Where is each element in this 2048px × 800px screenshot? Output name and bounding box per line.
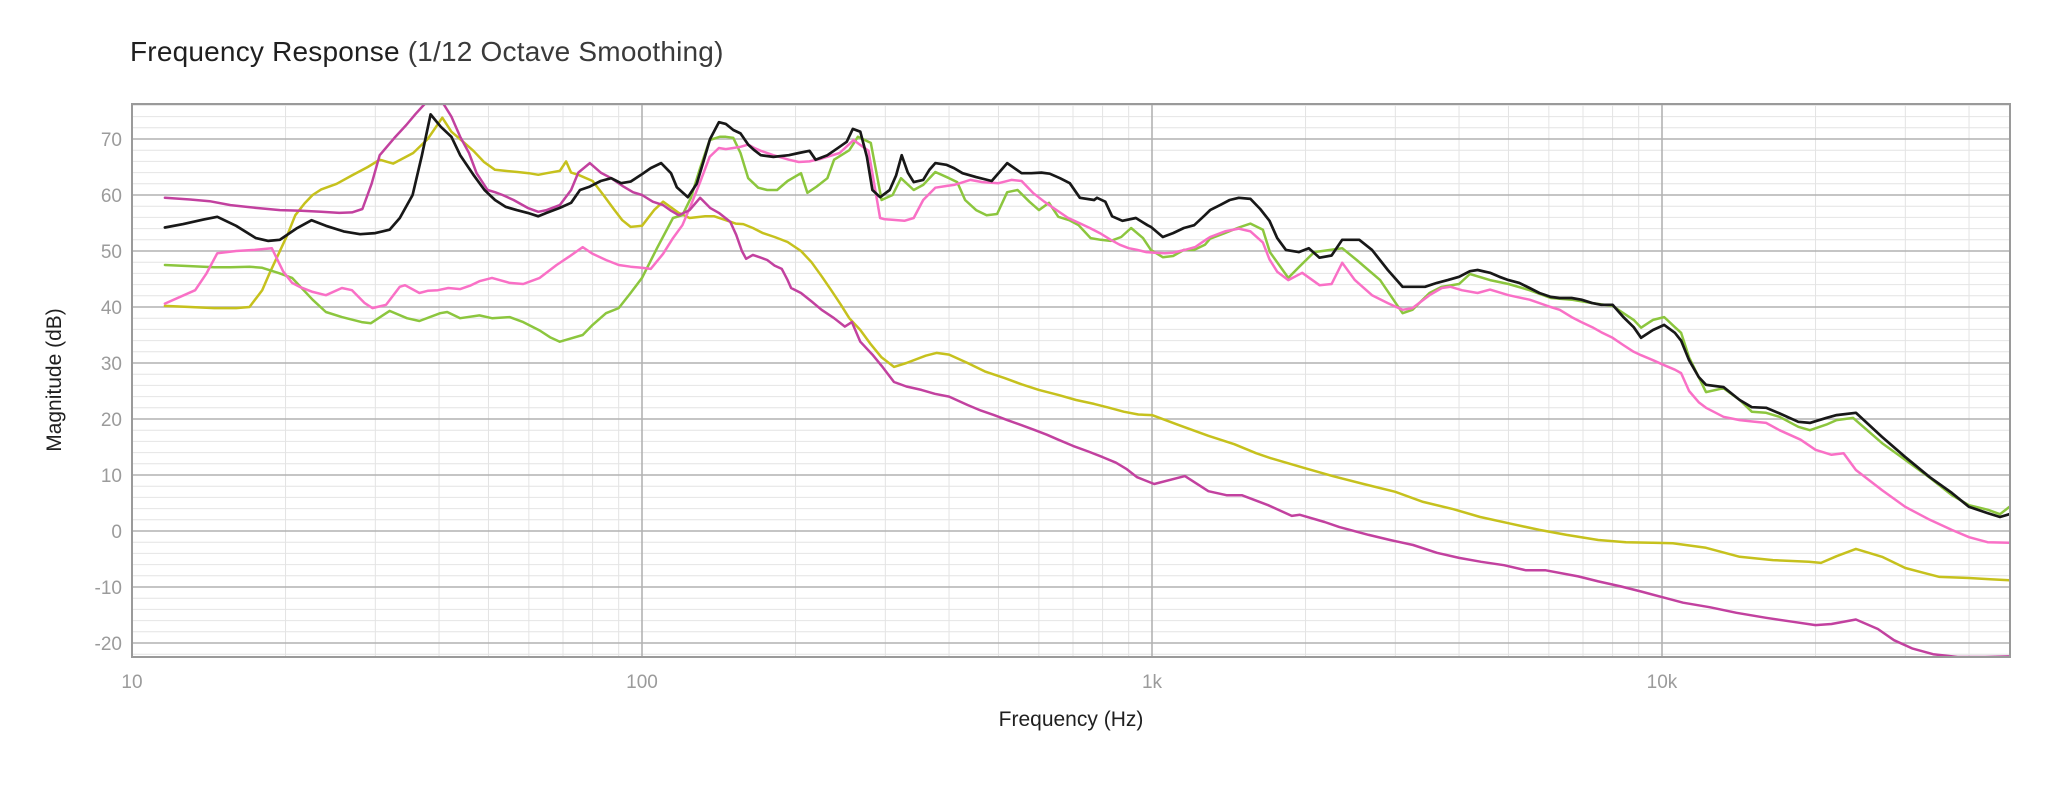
chart-title-sub: (1/12 Octave Smoothing) — [407, 36, 724, 67]
trace-black — [163, 113, 2010, 519]
trace-magenta — [163, 104, 2010, 657]
y-tick-label: 30 — [101, 354, 122, 375]
chart-title: Frequency Response (1/12 Octave Smoothin… — [130, 36, 724, 68]
plot-border — [131, 103, 2011, 658]
x-tick-label: 100 — [626, 672, 658, 693]
series-group — [163, 104, 2010, 657]
y-tick-label: 60 — [101, 186, 122, 207]
y-tick-label: 40 — [101, 298, 122, 319]
x-tick-label: 10k — [1647, 672, 1678, 693]
y-tick-label: -10 — [95, 578, 122, 599]
y-tick-label: 10 — [101, 466, 122, 487]
y-tick-label: 70 — [101, 130, 122, 151]
trace-green — [163, 135, 2010, 516]
x-tick-label: 10 — [121, 672, 142, 693]
y-tick-label: 0 — [111, 522, 122, 543]
y-tick-label: 50 — [101, 242, 122, 263]
trace-olive — [163, 116, 2010, 582]
x-tick-label: 1k — [1142, 672, 1163, 693]
trace-pink — [163, 138, 2010, 545]
y-tick-label: 20 — [101, 410, 122, 431]
chart-title-main: Frequency Response — [130, 36, 408, 67]
grid-major — [132, 104, 2010, 657]
x-axis-title: Frequency (Hz) — [998, 708, 1144, 731]
y-tick-label: -20 — [95, 634, 122, 655]
